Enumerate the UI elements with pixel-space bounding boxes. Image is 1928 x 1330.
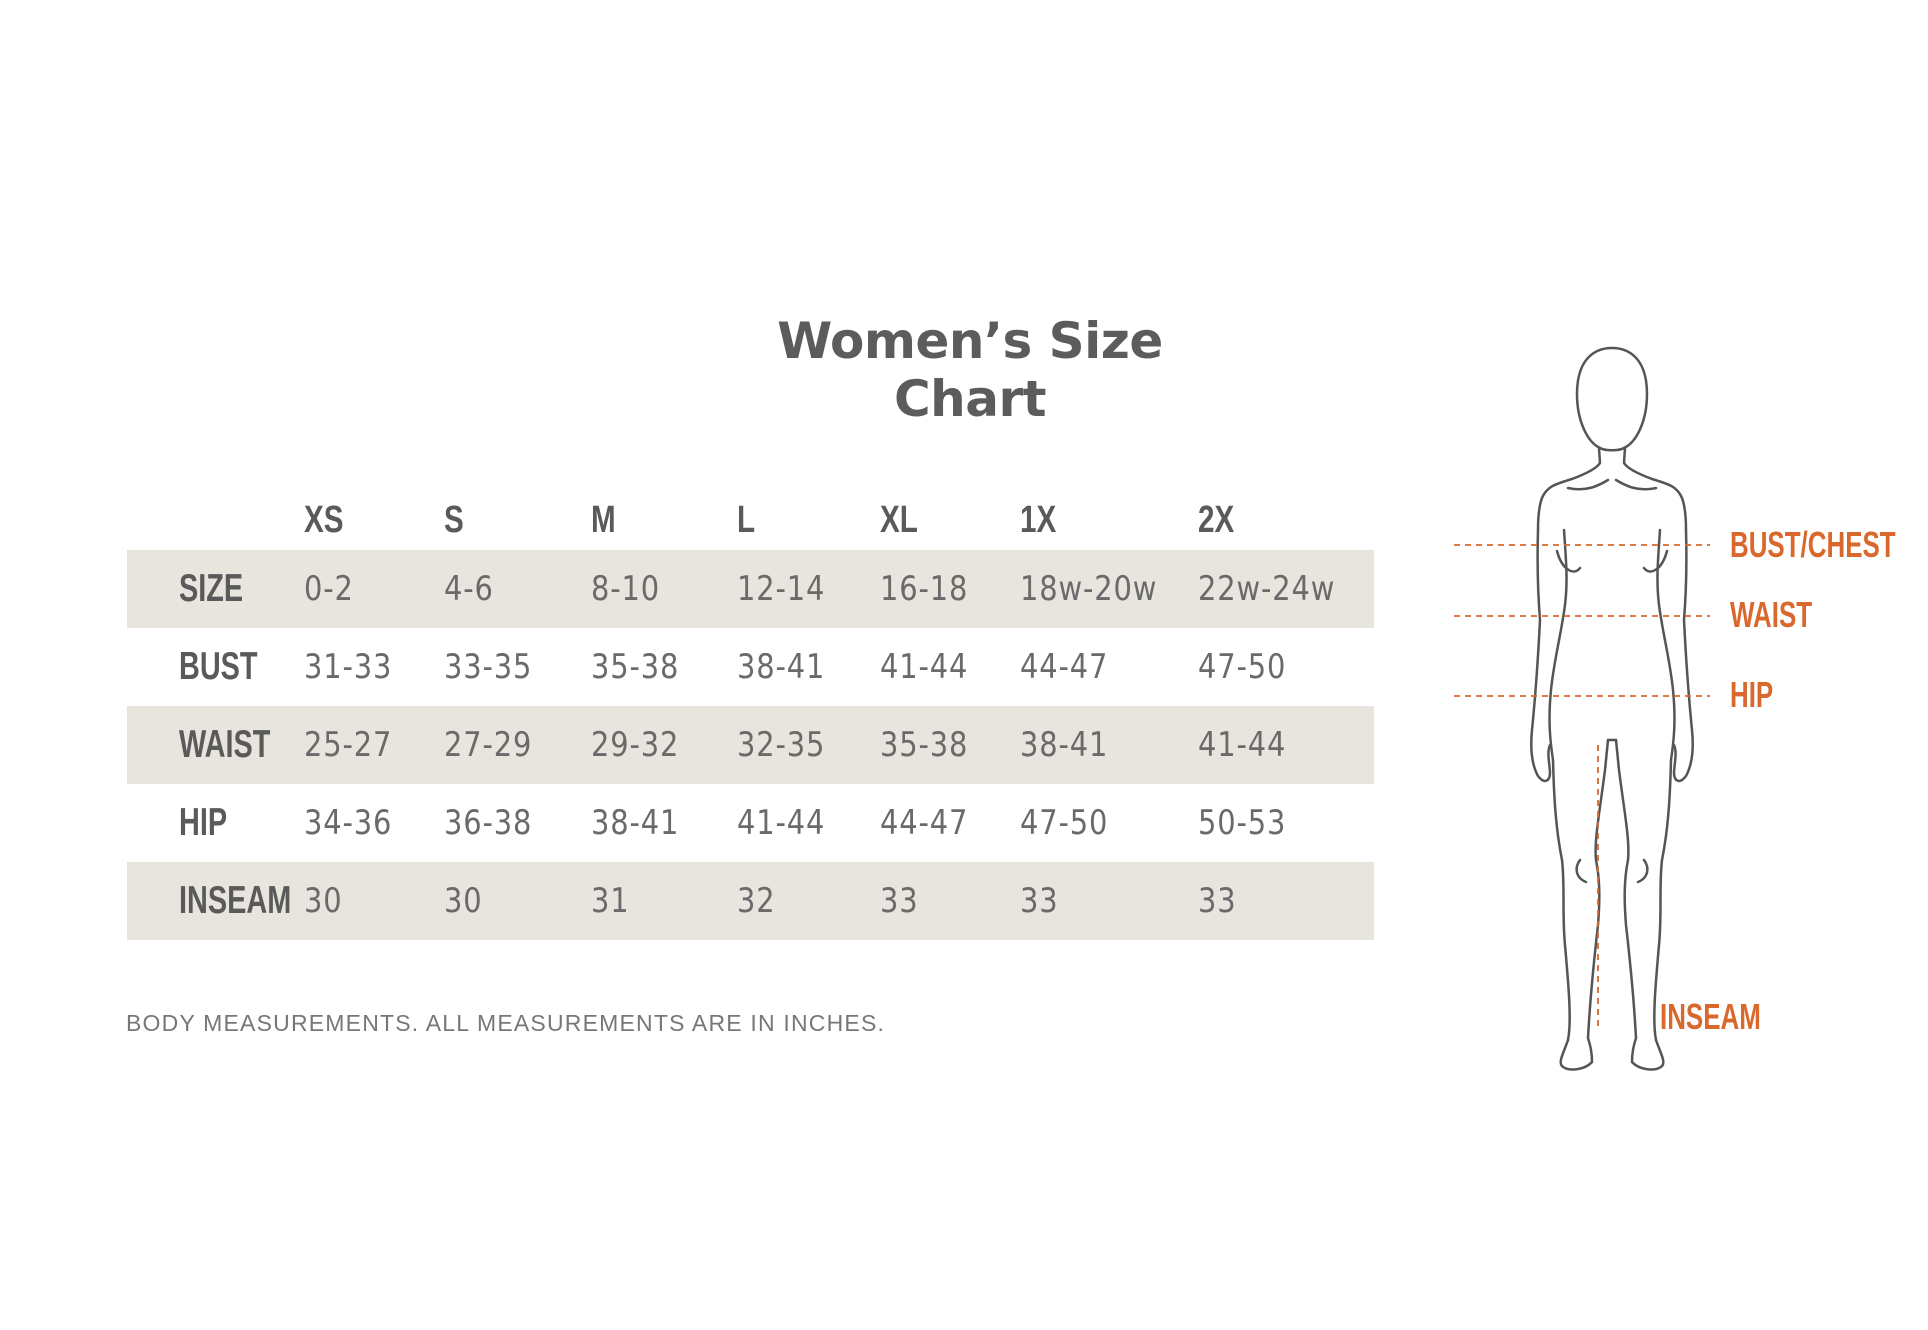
table-cell: 35-38 bbox=[880, 725, 969, 765]
table-cell: 33 bbox=[880, 881, 919, 921]
table-cell: 41-44 bbox=[880, 647, 969, 687]
table-cell: 44-47 bbox=[880, 803, 969, 843]
table-cell: 18w-20w bbox=[1020, 569, 1158, 609]
table-cell: 4-6 bbox=[444, 569, 494, 609]
bust-chest-label: BUST/CHEST bbox=[1730, 524, 1896, 565]
table-cell: 29-32 bbox=[591, 725, 680, 765]
table-cell: 38-41 bbox=[737, 647, 826, 687]
table-cell: 36-38 bbox=[444, 803, 533, 843]
column-header: M bbox=[591, 498, 616, 541]
table-cell: 30 bbox=[304, 881, 343, 921]
table-row-waist: WAIST 25-27 27-29 29-32 32-35 35-38 38-4… bbox=[127, 706, 1374, 784]
column-header: XL bbox=[880, 498, 918, 541]
column-header: L bbox=[737, 498, 756, 541]
column-header: 1X bbox=[1020, 498, 1057, 541]
table-cell: 32-35 bbox=[737, 725, 826, 765]
table-cell: 12-14 bbox=[737, 569, 826, 609]
row-label: BUST bbox=[179, 645, 258, 688]
hip-label: HIP bbox=[1730, 674, 1774, 715]
table-cell: 38-41 bbox=[1020, 725, 1109, 765]
table-cell: 44-47 bbox=[1020, 647, 1109, 687]
table-cell: 16-18 bbox=[880, 569, 969, 609]
column-header: 2X bbox=[1198, 498, 1235, 541]
page-title: Women’s Size Chart bbox=[777, 312, 1163, 428]
column-header: S bbox=[444, 498, 464, 541]
table-row-size: SIZE 0-2 4-6 8-10 12-14 16-18 18w-20w 22… bbox=[127, 550, 1374, 628]
row-label: INSEAM bbox=[179, 879, 292, 922]
body-figure bbox=[1440, 340, 1920, 1100]
column-header: XS bbox=[304, 498, 344, 541]
size-table: XS S M L XL 1X 2X SIZE 0-2 4-6 8-10 12-1… bbox=[127, 490, 1374, 940]
inseam-label: INSEAM bbox=[1660, 996, 1761, 1037]
table-cell: 35-38 bbox=[591, 647, 680, 687]
measurement-note: BODY MEASUREMENTS. ALL MEASUREMENTS ARE … bbox=[126, 1010, 886, 1036]
table-cell: 27-29 bbox=[444, 725, 533, 765]
waist-label: WAIST bbox=[1730, 594, 1813, 635]
table-cell: 41-44 bbox=[1198, 725, 1287, 765]
table-cell: 25-27 bbox=[304, 725, 393, 765]
table-cell: 33-35 bbox=[444, 647, 533, 687]
table-row-bust: BUST 31-33 33-35 35-38 38-41 41-44 44-47… bbox=[127, 628, 1374, 706]
table-cell: 47-50 bbox=[1020, 803, 1109, 843]
table-cell: 50-53 bbox=[1198, 803, 1287, 843]
table-cell: 33 bbox=[1198, 881, 1237, 921]
table-cell: 31 bbox=[591, 881, 630, 921]
table-cell: 8-10 bbox=[591, 569, 660, 609]
table-cell: 31-33 bbox=[304, 647, 393, 687]
row-label: WAIST bbox=[179, 723, 271, 766]
size-header-row: XS S M L XL 1X 2X bbox=[127, 490, 1374, 550]
table-cell: 32 bbox=[737, 881, 776, 921]
row-label: SIZE bbox=[179, 567, 244, 610]
body-outline-illustration bbox=[1454, 346, 1710, 1071]
table-row-hip: HIP 34-36 36-38 38-41 41-44 44-47 47-50 … bbox=[127, 784, 1374, 862]
table-cell: 41-44 bbox=[737, 803, 826, 843]
table-cell: 34-36 bbox=[304, 803, 393, 843]
table-cell: 47-50 bbox=[1198, 647, 1287, 687]
table-cell: 30 bbox=[444, 881, 483, 921]
table-cell: 22w-24w bbox=[1198, 569, 1336, 609]
table-row-inseam: INSEAM 30 30 31 32 33 33 33 bbox=[127, 862, 1374, 940]
table-cell: 33 bbox=[1020, 881, 1059, 921]
row-label: HIP bbox=[179, 801, 228, 844]
table-cell: 0-2 bbox=[304, 569, 354, 609]
table-cell: 38-41 bbox=[591, 803, 680, 843]
